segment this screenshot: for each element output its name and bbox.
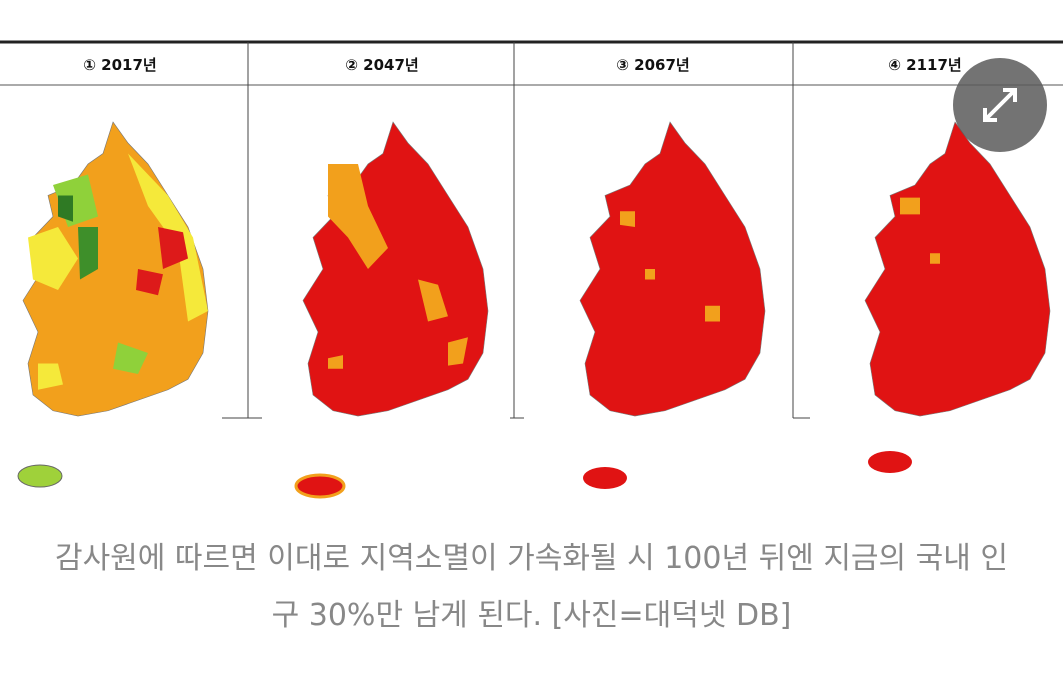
caption-line: 감사원에 따르면 이대로 지역소멸이 가속화될 시 100년 뒤엔 지금의 국내… [54, 541, 1009, 576]
jeju-2067 [583, 467, 627, 489]
map-2067 [579, 121, 766, 417]
map-2017 [22, 121, 209, 417]
column-dividers [222, 42, 810, 419]
map-2047 [302, 121, 489, 417]
column-header: ① 2017년 [83, 56, 156, 74]
caption-line: 구 30%만 남게 된다. [사진=대덕넷 DB] [271, 598, 792, 633]
expand-button[interactable] [953, 58, 1047, 152]
map-2117 [864, 121, 1051, 417]
map-figure: ① 2017년 ② 2047년 ③ 2067년 ④ 2117년 [0, 40, 1063, 499]
jeju-2047 [294, 473, 346, 499]
column-header: ③ 2067년 [616, 56, 689, 74]
column-header: ② 2047년 [345, 56, 418, 74]
jeju-2017 [17, 464, 63, 488]
column-header: ④ 2117년 [888, 56, 961, 74]
jeju-2117 [868, 451, 912, 473]
